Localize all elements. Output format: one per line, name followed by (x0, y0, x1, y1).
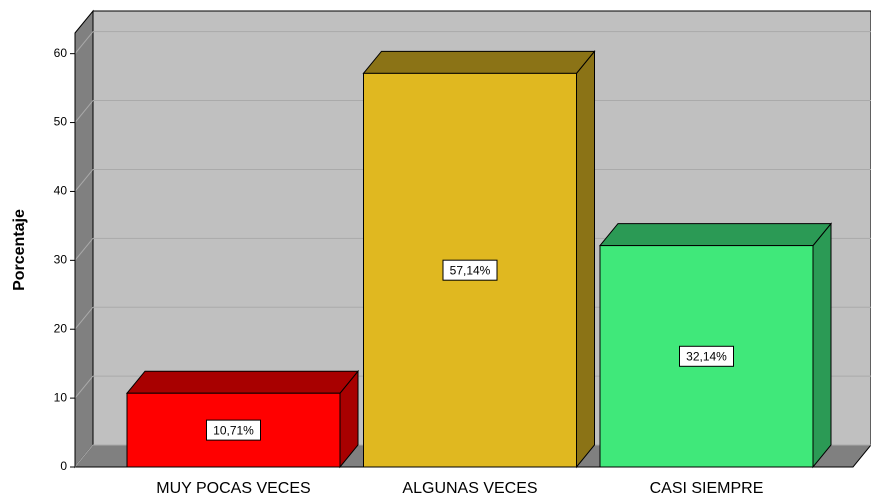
y-tick-label: 10 (54, 390, 68, 404)
value-label: 32,14% (686, 349, 727, 363)
bar-top (598, 223, 833, 247)
bar-top (125, 370, 360, 394)
y-tick-label: 40 (54, 184, 68, 198)
value-label-box (442, 259, 498, 281)
grid-line (74, 375, 94, 399)
grid-line (74, 306, 94, 330)
grid-line (74, 31, 94, 54)
x-tick-label: MUY POCAS VECES (156, 480, 310, 497)
y-tick-label: 0 (60, 459, 67, 473)
y-tick-label: 60 (54, 46, 68, 60)
grid-line (74, 238, 94, 261)
value-label: 57,14% (450, 263, 491, 277)
y-tick-label: 50 (54, 115, 68, 129)
x-tick-label: CASI SIEMPRE (650, 480, 764, 497)
value-label: 10,71% (213, 423, 254, 437)
y-axis-title: Porcentaje (11, 209, 28, 291)
bar-top (362, 50, 596, 74)
left-wall (74, 9, 94, 469)
x-tick-label: ALGUNAS VECES (402, 480, 537, 497)
bar-side (576, 49, 595, 469)
grid-line (74, 100, 94, 123)
bar-side (812, 222, 832, 469)
value-label-box (206, 419, 261, 441)
value-label-box (679, 345, 734, 367)
grid-line (74, 169, 94, 192)
y-tick-label: 20 (54, 321, 68, 335)
y-tick-label: 30 (54, 253, 68, 267)
grid-line (74, 444, 94, 468)
